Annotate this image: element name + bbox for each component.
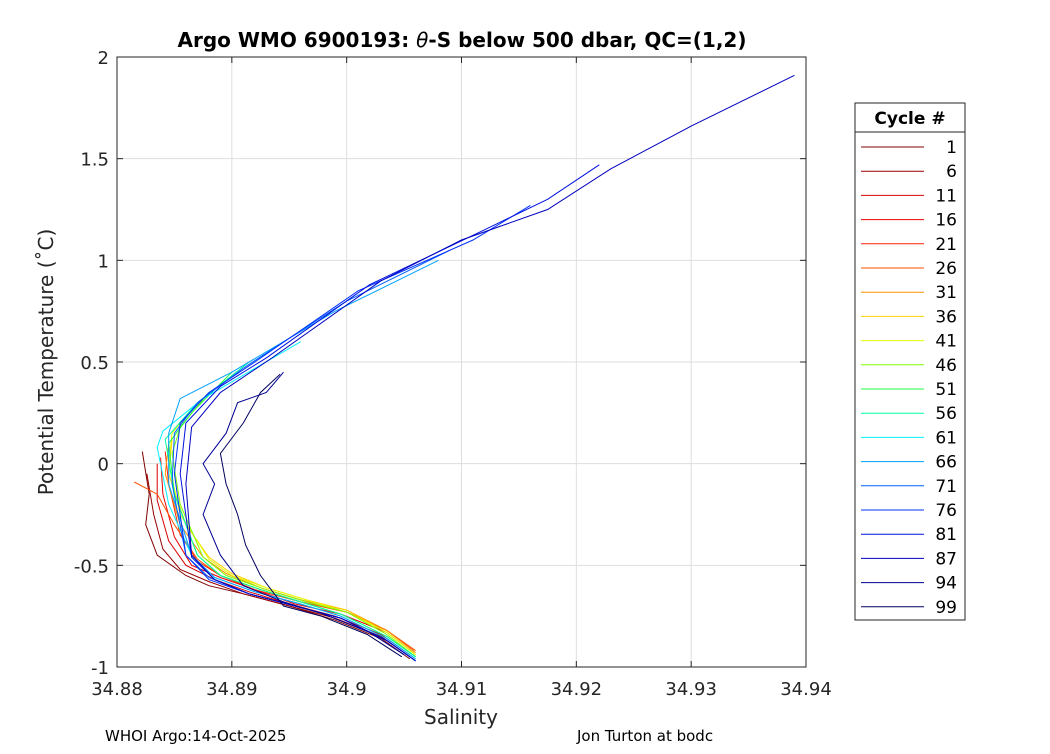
y-tick-label: -0.5 — [74, 556, 109, 577]
x-tick-label: 34.93 — [665, 679, 717, 700]
legend: Cycle # 16111621263136414651566166717681… — [854, 102, 966, 621]
x-tick-label: 34.91 — [436, 679, 488, 700]
legend-title: Cycle # — [874, 109, 945, 129]
series-line-cycle-46 — [171, 392, 416, 658]
y-tick-label: 1.5 — [80, 150, 109, 171]
series-line-cycle-31 — [164, 443, 416, 654]
legend-label: 87 — [935, 549, 957, 569]
legend-label: 76 — [935, 501, 957, 521]
footer-right: Jon Turton at bodc — [576, 727, 713, 745]
legend-label: 46 — [935, 356, 957, 376]
legend-label: 99 — [935, 598, 957, 618]
series-line-cycle-16 — [160, 457, 414, 654]
legend-label: 36 — [935, 307, 957, 327]
chart-title: Argo WMO 6900193: θ-S below 500 dbar, QC… — [178, 28, 747, 52]
legend-label: 16 — [935, 211, 957, 231]
x-tick-label: 34.92 — [551, 679, 603, 700]
y-tick-label: 0.5 — [80, 353, 109, 374]
legend-label: 26 — [935, 259, 957, 279]
axis-ticks: 34.88 34.89 34.9 34.91 34.92 34.93 34.94 -1 -0.5… — [74, 48, 832, 700]
series-line-cycle-94 — [202, 371, 405, 656]
legend-label: 94 — [935, 574, 957, 594]
x-tick-label: 34.94 — [780, 679, 832, 700]
series-line-cycle-11 — [156, 463, 411, 656]
legend-label: 21 — [935, 235, 957, 255]
legend-label: 71 — [935, 477, 957, 497]
legend-label: 41 — [935, 332, 957, 352]
legend-label: 81 — [935, 525, 957, 545]
legend-label: 66 — [935, 453, 957, 473]
legend-label: 6 — [946, 162, 957, 182]
legend-label: 61 — [935, 428, 957, 448]
y-tick-label: 1 — [98, 251, 109, 272]
legend-label: 31 — [935, 283, 957, 303]
series-line-cycle-99 — [219, 373, 403, 658]
y-tick-label: 0 — [98, 455, 109, 476]
legend-label: 1 — [946, 138, 957, 158]
footer-left: WHOI Argo:14-Oct-2025 — [105, 727, 286, 745]
series-lines — [133, 74, 795, 662]
x-axis-label: Salinity — [424, 705, 498, 729]
x-tick-label: 34.89 — [206, 679, 258, 700]
y-tick-label: 2 — [98, 48, 109, 69]
series-line-cycle-1 — [141, 451, 411, 660]
series-line-cycle-56 — [164, 361, 416, 658]
x-tick-label: 34.88 — [91, 679, 143, 700]
legend-label: 11 — [935, 186, 957, 206]
y-tick-label: -1 — [91, 658, 109, 679]
legend-label: 51 — [935, 380, 957, 400]
x-tick-label: 34.9 — [327, 679, 367, 700]
y-axis-label: Potential Temperature (˚C) — [34, 229, 58, 496]
series-line-cycle-36 — [168, 439, 416, 656]
legend-label: 56 — [935, 404, 957, 424]
